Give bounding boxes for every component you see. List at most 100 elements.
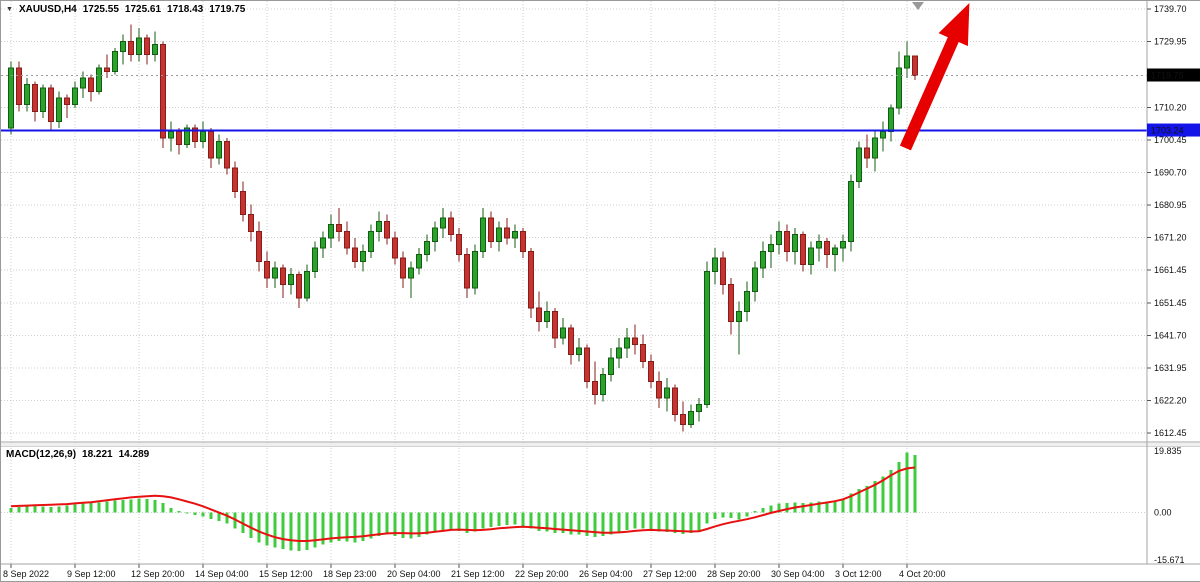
candle-bull bbox=[480, 208, 486, 258]
macd-axis[interactable]: 19.835 0.00 -15.671 bbox=[1154, 446, 1185, 565]
candle-bear bbox=[208, 128, 214, 168]
time-axis-label: 20 Sep 04:00 bbox=[387, 569, 441, 579]
candle-bull bbox=[736, 301, 742, 355]
candle-bear bbox=[400, 251, 406, 288]
candle-bear bbox=[640, 334, 646, 368]
candle-bear bbox=[160, 41, 166, 148]
candle-bull bbox=[768, 234, 774, 268]
candle-bull bbox=[696, 398, 702, 422]
price-axis-label: 1612.45 bbox=[1154, 428, 1187, 438]
candle-bull bbox=[424, 234, 430, 262]
macd-main-value: 18.221 bbox=[82, 449, 113, 460]
candle-bull bbox=[792, 228, 798, 265]
candle-bull bbox=[312, 241, 318, 278]
candle-bear bbox=[680, 401, 686, 432]
candle-bull bbox=[616, 338, 622, 368]
candle-bull bbox=[8, 61, 14, 135]
candle-bear bbox=[728, 278, 734, 335]
candle-bear bbox=[248, 204, 254, 242]
candle-bull bbox=[360, 244, 366, 272]
open-value: 1725.55 bbox=[82, 4, 119, 15]
price-axis-label: 1622.20 bbox=[1154, 396, 1187, 406]
candle-bear bbox=[336, 208, 342, 242]
candle-bull bbox=[440, 208, 446, 238]
candle-bear bbox=[88, 74, 94, 102]
candle-bear bbox=[672, 384, 678, 422]
candle-bull bbox=[416, 248, 422, 275]
candle-bull bbox=[40, 84, 46, 118]
candle-bull bbox=[112, 48, 118, 75]
time-axis-label: 8 Sep 2022 bbox=[3, 569, 49, 579]
price-axis-label: 1661.45 bbox=[1154, 265, 1187, 275]
candle-bull bbox=[600, 368, 606, 402]
symbol-ohlc-readout: ▼ XAUUSD,H4 1725.55 1725.61 1718.43 1719… bbox=[6, 4, 245, 15]
price-axis-label: 1651.45 bbox=[1154, 298, 1187, 308]
candle-bear bbox=[176, 128, 182, 155]
price-axis[interactable]: 1739.70 1729.95 1710.20 1700.45 1690.70 1680.… bbox=[1147, 4, 1187, 438]
time-axis-label: 14 Sep 04:00 bbox=[195, 569, 249, 579]
trend-arrow[interactable] bbox=[899, 3, 970, 151]
candle-bull bbox=[848, 174, 854, 252]
candle-bull bbox=[888, 104, 894, 142]
candle-bear bbox=[16, 61, 22, 112]
svg-text:1703.24: 1703.24 bbox=[1151, 126, 1184, 136]
candle-bear bbox=[280, 264, 286, 298]
candle-bull bbox=[608, 348, 614, 382]
candle-bull bbox=[576, 338, 582, 362]
candle-bear bbox=[568, 324, 574, 365]
candle-bear bbox=[584, 344, 590, 388]
candle-bull bbox=[328, 214, 334, 248]
candle-bull bbox=[752, 261, 758, 302]
macd-signal-line bbox=[10, 466, 916, 542]
price-axis-label: 1700.45 bbox=[1154, 135, 1187, 145]
candle-bear bbox=[224, 138, 230, 175]
candle-bull bbox=[896, 51, 902, 115]
candle-bull bbox=[168, 121, 174, 152]
candle-bull bbox=[272, 261, 278, 288]
candle-bear bbox=[352, 238, 358, 268]
candle-bull bbox=[544, 301, 550, 328]
candle-bear bbox=[456, 228, 462, 262]
candle-bear bbox=[552, 308, 558, 348]
candle-bear bbox=[192, 124, 198, 148]
candle-bear bbox=[648, 354, 654, 388]
candle-bull bbox=[512, 224, 518, 248]
candle-bear bbox=[864, 134, 870, 168]
candle-bull bbox=[96, 64, 102, 95]
high-value: 1725.61 bbox=[124, 4, 162, 15]
macd-axis-label: 0.00 bbox=[1154, 508, 1172, 518]
candle-bear bbox=[720, 251, 726, 295]
chart-shift-marker[interactable] bbox=[912, 2, 924, 10]
macd-histogram bbox=[9, 452, 917, 552]
candle-bear bbox=[464, 248, 470, 298]
candle-bear bbox=[264, 251, 270, 288]
candle-bear bbox=[536, 291, 542, 332]
time-axis-label: 27 Sep 12:00 bbox=[643, 569, 697, 579]
candle-bear bbox=[128, 24, 134, 62]
time-axis[interactable]: 8 Sep 2022 9 Sep 12:00 12 Sep 20:00 14 Sep … bbox=[3, 564, 946, 579]
candle-bear bbox=[592, 361, 598, 405]
candle-bull bbox=[664, 378, 670, 412]
macd-axis-label: 19.835 bbox=[1154, 446, 1182, 456]
candle-bear bbox=[48, 84, 54, 132]
price-axis-label: 1710.20 bbox=[1154, 102, 1187, 112]
time-axis-label: 26 Sep 04:00 bbox=[579, 569, 633, 579]
time-axis-label: 15 Sep 12:00 bbox=[259, 569, 313, 579]
close-value: 1719.75 bbox=[209, 4, 246, 15]
candle-bull bbox=[200, 121, 206, 148]
candles bbox=[8, 24, 918, 432]
time-axis-label: 22 Sep 20:00 bbox=[515, 569, 569, 579]
candle-bear bbox=[232, 161, 238, 198]
symbol-dropdown-icon[interactable]: ▼ bbox=[6, 6, 13, 13]
candle-bull bbox=[816, 234, 822, 262]
candle-bull bbox=[304, 264, 310, 302]
candle-bear bbox=[504, 218, 510, 245]
candle-bull bbox=[216, 134, 222, 165]
candle-bull bbox=[72, 81, 78, 108]
candle-bull bbox=[320, 231, 326, 258]
candle-bear bbox=[104, 54, 110, 78]
time-axis-label: 3 Oct 12:00 bbox=[835, 569, 882, 579]
hline-price-tag: 1703.24 bbox=[1147, 123, 1200, 137]
candle-bull bbox=[408, 261, 414, 298]
